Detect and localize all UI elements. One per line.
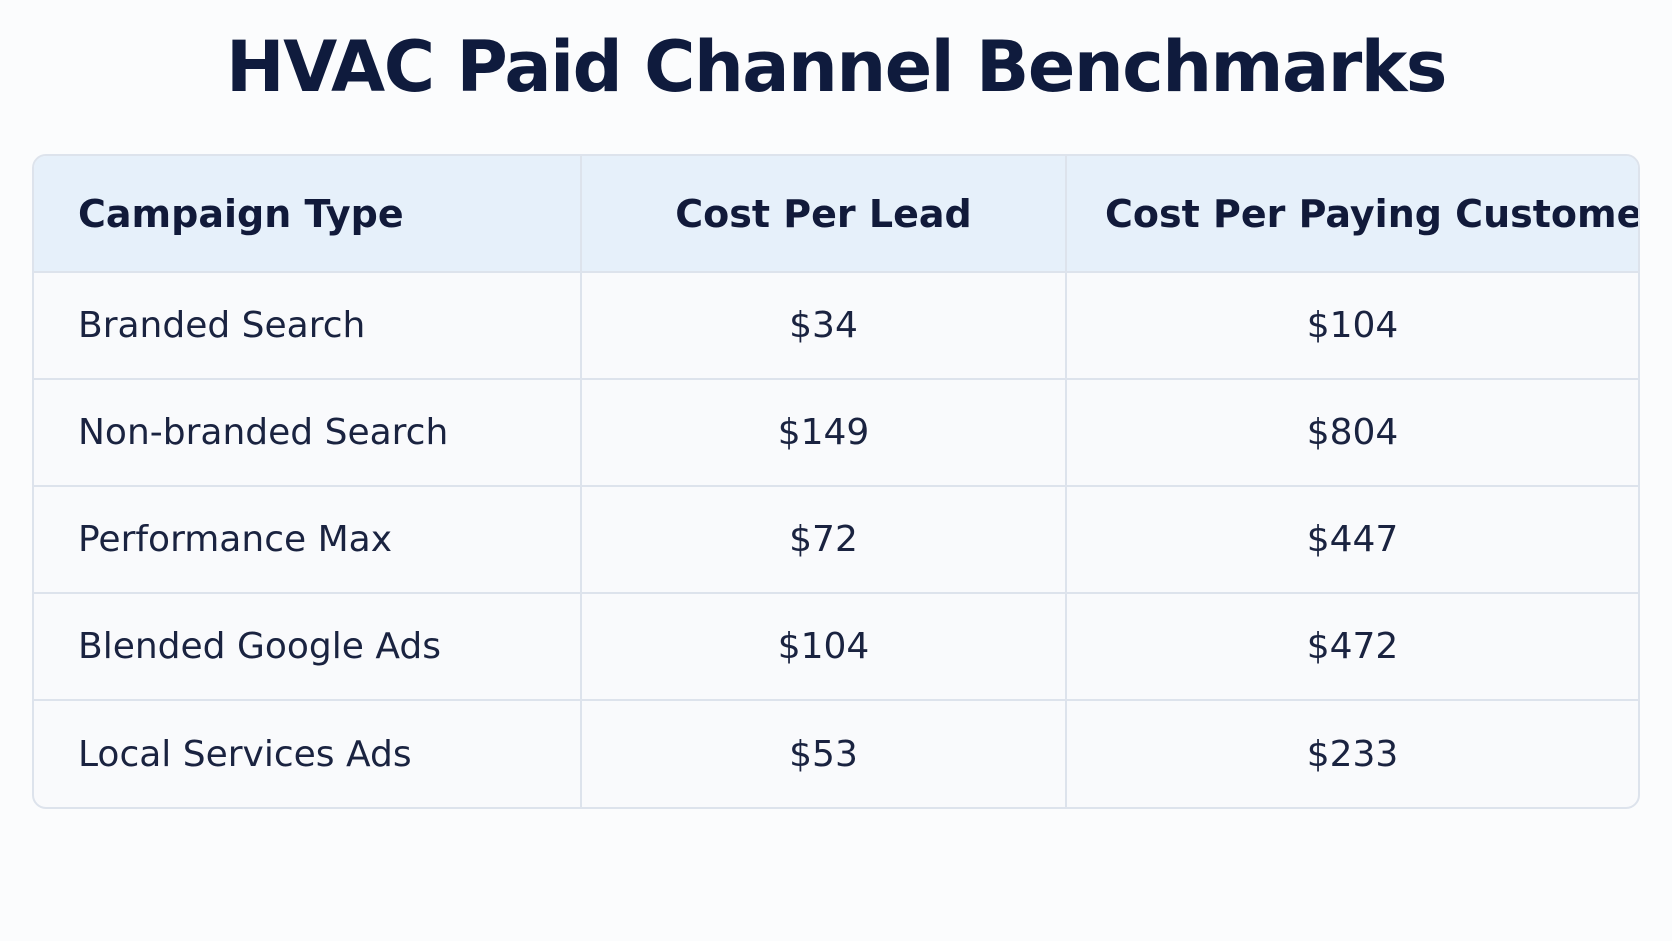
table: Campaign Type Cost Per Lead Cost Per Pay… [34, 156, 1638, 807]
column-header-cost-per-lead: Cost Per Lead [581, 156, 1067, 273]
cost-per-customer-cell: $104 [1066, 272, 1638, 380]
cost-per-lead-cell: $72 [581, 486, 1067, 594]
cost-per-customer-cell: $804 [1066, 379, 1638, 487]
table-row: Local Services Ads $53 $233 [34, 700, 1638, 807]
cost-per-customer-cell: $447 [1066, 486, 1638, 594]
cost-per-customer-cell: $233 [1306, 733, 1399, 775]
table-row: Non-branded Search $149 $804 [34, 379, 1638, 487]
campaign-type-cell: Blended Google Ads [34, 593, 582, 701]
cost-per-lead-cell: $34 [581, 272, 1067, 380]
column-header-campaign-type: Campaign Type [34, 156, 582, 273]
cost-per-lead-cell: $104 [581, 593, 1067, 701]
column-header-cost-per-paying-customer: Cost Per Paying Customer [1066, 156, 1638, 273]
campaign-type-cell: Branded Search [34, 272, 582, 380]
campaign-type-cell: Local Services Ads [34, 700, 582, 807]
campaign-type-cell: Performance Max [34, 486, 582, 594]
table-row: Branded Search $34 $104 [34, 272, 1638, 380]
cost-per-lead-cell: $53 [581, 700, 1067, 807]
campaign-type-cell: Non-branded Search [34, 379, 582, 487]
table-header-row: Campaign Type Cost Per Lead Cost Per Pay… [34, 156, 1638, 273]
cost-per-lead-cell: $149 [581, 379, 1067, 487]
table-row: Blended Google Ads $104 $472 [34, 593, 1638, 701]
table-row: Performance Max $72 $447 [34, 486, 1638, 594]
benchmark-table: Campaign Type Cost Per Lead Cost Per Pay… [32, 154, 1640, 809]
chart-title: HVAC Paid Channel Benchmarks [226, 26, 1447, 108]
cost-per-customer-cell: $472 [1066, 593, 1638, 701]
